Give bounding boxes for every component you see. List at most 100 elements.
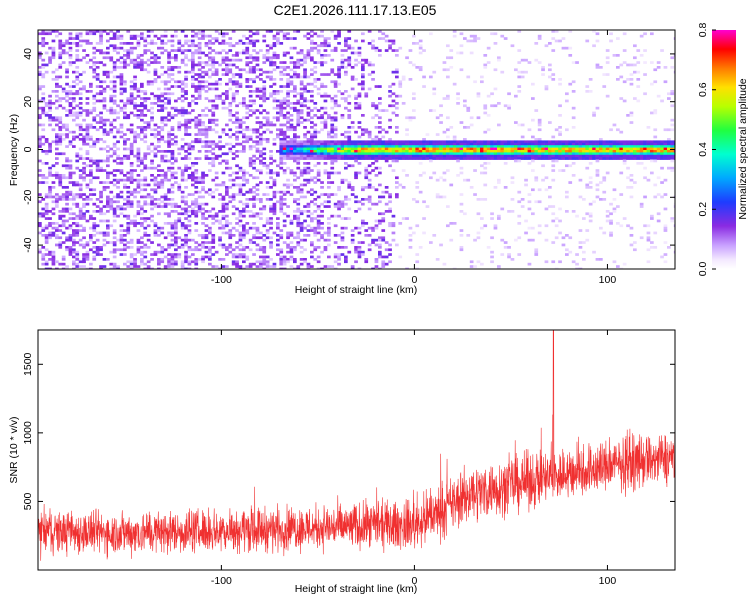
spectrogram-cell — [221, 217, 226, 220]
spectrogram-cell — [310, 265, 314, 268]
spectrogram-cell — [459, 121, 464, 124]
spectrogram-cell — [357, 154, 362, 158]
spectrogram-cell — [140, 114, 144, 117]
spectrogram-cell — [388, 154, 392, 158]
spectrogram-cell — [184, 123, 188, 127]
spectrogram-cell — [129, 99, 134, 103]
spectrogram-cell — [89, 234, 93, 237]
spectrogram-cell — [459, 171, 464, 175]
spectrogram-cell — [265, 229, 270, 232]
spectrogram-cell — [442, 130, 447, 134]
spectrogram-cell — [55, 75, 59, 79]
spectrogram-cell — [592, 111, 596, 115]
spectrogram-cell — [378, 140, 382, 144]
spectrogram-cell — [136, 114, 141, 117]
spectrogram-cell — [395, 150, 399, 153]
spectrogram-cell — [106, 133, 110, 136]
spectrogram-cell — [228, 104, 233, 108]
spectrogram-cell — [306, 106, 311, 110]
spectrogram-cell — [310, 219, 314, 223]
spectrogram-cell — [255, 265, 260, 268]
spectrogram-cell — [123, 262, 127, 266]
spectrogram-cell — [575, 145, 579, 148]
spectrogram-cell — [599, 258, 603, 261]
spectrogram-cell — [225, 205, 229, 208]
spectrogram-cell — [231, 253, 236, 256]
spectrogram-cell — [480, 140, 484, 144]
spectrogram-cell — [65, 126, 69, 129]
spectrogram-cell — [442, 152, 447, 156]
spectrogram-cell — [129, 111, 134, 115]
spectrogram-cell — [146, 70, 151, 74]
spectrogram-cell — [272, 78, 277, 81]
spectrogram-cell — [225, 97, 229, 100]
spectrogram-cell — [180, 260, 185, 264]
spectrogram-cell — [344, 157, 348, 160]
spectrogram-cell — [174, 224, 178, 228]
spectrogram-cell — [323, 147, 328, 151]
spectrogram-cell — [187, 121, 192, 124]
spectrogram-cell — [106, 234, 110, 237]
spectrogram-cell — [245, 178, 250, 182]
spectrogram-cell — [486, 246, 491, 249]
spectrogram-cell — [306, 210, 311, 213]
spectrogram-cell — [160, 174, 165, 177]
spectrogram-cell — [255, 116, 260, 120]
spectrogram-cell — [276, 128, 280, 132]
spectrogram-cell — [327, 42, 331, 45]
spectrogram-cell — [92, 126, 97, 129]
spectrogram-cell — [252, 159, 256, 163]
spectrogram-cell — [289, 183, 294, 187]
spectrogram-cell — [276, 37, 280, 40]
spectrogram-cell — [456, 154, 460, 158]
spectrogram-cell — [136, 54, 141, 57]
spectrogram-cell — [374, 152, 379, 156]
spectrogram-cell — [51, 102, 56, 105]
spectrogram-cell — [197, 49, 202, 52]
spectrogram-cell — [599, 140, 603, 144]
spectrogram-cell — [544, 224, 549, 228]
spectrogram-cell — [204, 246, 209, 249]
spectrogram-cell — [412, 140, 416, 144]
spectrogram-cell — [558, 126, 562, 129]
spectrogram-cell — [571, 147, 576, 151]
spectrogram-cell — [310, 140, 314, 144]
spectrogram-cell — [333, 171, 338, 175]
spectrogram-cell — [72, 229, 76, 232]
spectrogram-cell — [323, 49, 328, 52]
spectrogram-cell — [466, 109, 471, 112]
spectrogram-cell — [221, 39, 226, 43]
spectrogram-cell — [225, 207, 229, 211]
spectrogram-cell — [65, 39, 69, 43]
spectrogram-cell — [112, 85, 117, 88]
spectrogram-cell — [99, 49, 103, 52]
spectrogram-cell — [395, 114, 399, 117]
spectrogram-cell — [194, 229, 199, 232]
spectrogram-cell — [262, 255, 267, 259]
spectrogram-cell — [265, 260, 270, 264]
spectrogram-cell — [599, 138, 603, 141]
spectrogram-cell — [116, 238, 120, 242]
spectrogram-cell — [238, 253, 243, 256]
spectrogram-cell — [391, 238, 396, 242]
spectrogram-cell — [201, 128, 205, 132]
spectrogram-cell — [269, 154, 273, 158]
spectrogram-cell — [197, 46, 202, 50]
spectrogram-cell — [48, 231, 52, 235]
spectrogram-cell — [157, 94, 161, 98]
spectrogram-cell — [41, 207, 46, 211]
spectrogram-cell — [347, 207, 352, 211]
spectrogram-cell — [269, 94, 273, 98]
spectrogram-cell — [265, 44, 270, 48]
spectrogram-cell — [391, 92, 396, 96]
spectrogram-cell — [605, 49, 610, 52]
spectrogram-cell — [303, 133, 307, 136]
spectrogram-cell — [180, 178, 185, 182]
spectrogram-cell — [99, 61, 103, 64]
spectrogram-cell — [170, 171, 175, 175]
spectrogram-cell — [248, 145, 253, 148]
spectrogram-cell — [140, 260, 144, 264]
spectrogram-cell — [201, 188, 205, 192]
spectrogram-cell — [293, 145, 297, 148]
spectrogram-cell — [170, 243, 175, 247]
